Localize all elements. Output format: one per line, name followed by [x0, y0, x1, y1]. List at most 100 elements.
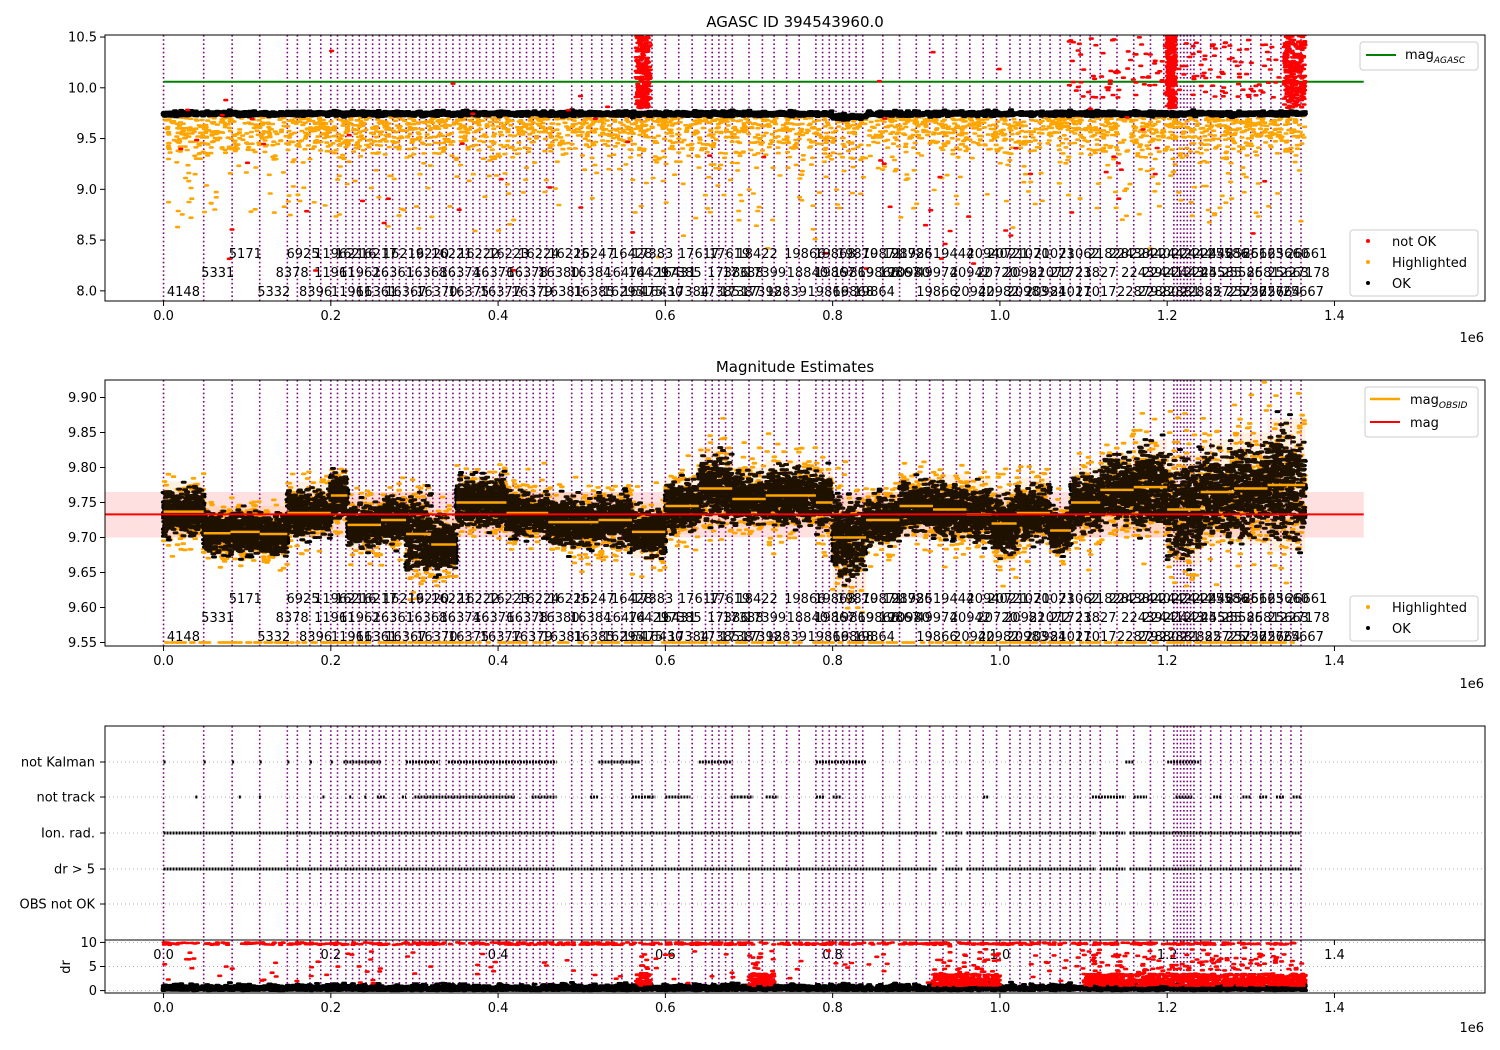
magnitude-obsid-band — [732, 467, 766, 527]
obsid-label: 16221 — [431, 247, 472, 262]
obsid-label: 5332 — [257, 630, 290, 645]
dr-x-tick-label: 1.0 — [990, 1001, 1011, 1016]
dr-plot-area — [105, 940, 1485, 993]
magnitude-obsid-band — [631, 502, 666, 559]
obsid-label: 21017 — [1075, 630, 1116, 645]
obsid-label: 17399 — [745, 266, 786, 281]
obsid-label: 16225 — [548, 592, 589, 607]
obsid-label: 16376 — [473, 266, 514, 281]
agasc-x-tick-label: 1.2 — [1157, 309, 1178, 324]
flags-x-tick-label: 1.0 — [990, 948, 1011, 963]
obsid-label: 22879 — [1117, 285, 1158, 300]
obsid-label: 19866 — [808, 285, 849, 300]
obsid-label: 16381 — [542, 630, 583, 645]
obsid-label: 16385 — [573, 630, 614, 645]
obsid-label: 16219 — [383, 247, 424, 262]
obsid-label: 16428 — [611, 592, 652, 607]
obsid-label: 19869 — [833, 266, 874, 281]
obsid-label: 25812 — [1247, 611, 1288, 626]
obsid-label: 18840 — [787, 611, 828, 626]
agasc-x-tick-label: 0.8 — [822, 309, 843, 324]
obsid-label: 16381 — [542, 285, 583, 300]
obsid-label: 16295 — [603, 630, 644, 645]
obsid-label: 11962 — [339, 611, 380, 626]
obsid-label: 16379 — [511, 630, 552, 645]
agasc-legend-bottom: not OK Highlighted OK — [1349, 229, 1479, 297]
agasc-notok-points — [178, 35, 1308, 272]
obsid-label: 5331 — [201, 266, 234, 281]
obsid-label: 22881 — [1159, 630, 1200, 645]
flags-x-tick-label: 0.0 — [153, 948, 174, 963]
agasc-x-tick-label: 0.2 — [320, 309, 341, 324]
obsid-label: 11961 — [331, 630, 372, 645]
magnitude-obsid-band — [431, 509, 457, 573]
obsid-label: 22442 — [1150, 592, 1191, 607]
obsid-label: 22880 — [1138, 630, 1179, 645]
obsid-label: 8396 — [299, 285, 332, 300]
agasc-ok-points — [160, 108, 1308, 122]
obsid-label: 25667 — [1283, 285, 1324, 300]
magnitude-x-tick-label: 0.6 — [655, 654, 676, 669]
obsid-label: 21986 — [891, 247, 932, 262]
agasc-legend-ok: OK — [1392, 277, 1411, 292]
obsid-label: 25812 — [1247, 266, 1288, 281]
obsid-label: 5171 — [229, 247, 262, 262]
magnitude-x-tick-label: 1.0 — [990, 654, 1011, 669]
obsid-label: 20720 — [976, 266, 1017, 281]
obsid-label: 16220 — [408, 592, 449, 607]
obsid-label: 19866 — [916, 285, 957, 300]
obsid-label: 16429 — [628, 266, 669, 281]
obsid-label: 19869 — [833, 611, 874, 626]
obsid-label: 16295 — [603, 285, 644, 300]
obsid-label: 16379 — [511, 285, 552, 300]
obsid-label: 5331 — [201, 611, 234, 626]
obsid-label: 17388 — [722, 611, 763, 626]
magnitude-obsid-band — [381, 492, 407, 545]
agasc-y-tick-label: 8.5 — [76, 234, 97, 249]
obsid-label: 17385 — [699, 630, 740, 645]
obsid-label: 22882 — [1180, 630, 1221, 645]
magnitude-legend-mag: mag — [1410, 416, 1439, 431]
magnitude-ok-points — [160, 410, 1309, 587]
obsid-label: 19868 — [833, 630, 874, 645]
obsid-label: 21828 — [1088, 247, 1129, 262]
flags-ticks: not Kalman not track Ion. rad. dr > 5 OBS no… — [20, 756, 1345, 964]
obsid-label: 21073 — [1033, 247, 1074, 262]
obsid-label: 19868 — [833, 285, 874, 300]
obsid-label: 21723 — [1050, 611, 1091, 626]
obsid-label: 17385 — [699, 285, 740, 300]
magnitude-y-tick-label: 9.80 — [68, 461, 97, 476]
obsid-label: 21073 — [1033, 592, 1074, 607]
obsid-label: 25727 — [1242, 630, 1283, 645]
obsid-label: 19871 — [862, 592, 903, 607]
magnitude-obsid-band — [548, 492, 599, 548]
obsid-label: 22440 — [1130, 247, 1171, 262]
obsid-label: 16430 — [642, 285, 683, 300]
obsid-label: 16370 — [416, 285, 457, 300]
agasc-y-tick-label: 10.5 — [68, 31, 97, 46]
obsid-label: 20983 — [1007, 630, 1048, 645]
obsid-label: 17385 — [660, 611, 701, 626]
agasc-x-scale: 1e6 — [1459, 331, 1484, 346]
obsid-label: 16475 — [622, 630, 663, 645]
obsid-label: 19867 — [814, 266, 855, 281]
obsid-label: 17385 — [660, 266, 701, 281]
obsid-label: 25585 — [1201, 611, 1242, 626]
flags-x-tick-label: 0.8 — [822, 948, 843, 963]
magnitude-obsid-band — [933, 474, 967, 538]
flags-panel: not Kalman not track Ion. rad. dr > 5 OBS no… — [20, 725, 1486, 964]
obsid-label: 17386 — [707, 266, 748, 281]
obsid-label: 21070 — [1008, 592, 1049, 607]
obsid-label: 6925 — [286, 592, 319, 607]
obsid-label: 16222 — [458, 247, 499, 262]
obsid-label: 16374 — [440, 611, 481, 626]
obsid-label: 18422 — [736, 592, 777, 607]
obsid-label: 16219 — [383, 592, 424, 607]
flags-x-tick-label: 1.4 — [1324, 948, 1345, 963]
obsid-label: 19866 — [858, 266, 899, 281]
obsid-label: 27178 — [1288, 266, 1329, 281]
agasc-legend-notok-swatch — [1366, 239, 1370, 243]
magnitude-obsid-band — [330, 467, 348, 520]
agasc-legend-notok: not OK — [1392, 235, 1437, 250]
obsid-label: 19872 — [883, 247, 924, 262]
